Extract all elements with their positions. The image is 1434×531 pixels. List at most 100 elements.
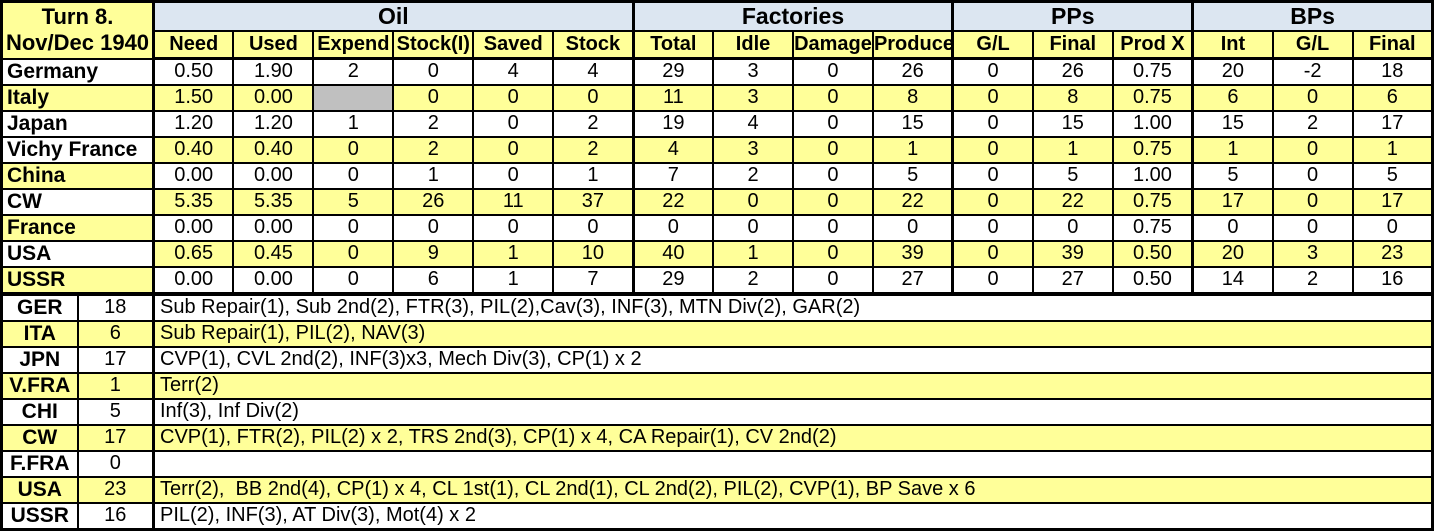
col-header-expend[interactable]: Expend: [312, 30, 395, 60]
col-header-bps-gl[interactable]: G/L: [1271, 30, 1354, 60]
build-list-text[interactable]: Inf(3), Inf Div(2): [152, 397, 1434, 426]
cell-stock-i[interactable]: 0: [392, 213, 475, 242]
cell-bps-gl[interactable]: 0: [1271, 187, 1354, 216]
cell-idle[interactable]: 3: [712, 83, 794, 112]
cell-stock-i[interactable]: 9: [392, 239, 475, 268]
cell-produce[interactable]: 22: [871, 187, 954, 216]
cell-used[interactable]: 0.00: [232, 161, 315, 190]
cell-stock-i[interactable]: 0: [392, 57, 475, 86]
cell-bps-final[interactable]: 18: [1351, 57, 1434, 86]
cell-total[interactable]: 40: [631, 239, 715, 268]
cell-pps-gl[interactable]: 0: [951, 161, 1034, 190]
cell-prod-x[interactable]: 0.50: [1111, 265, 1194, 294]
col-header-need[interactable]: Need: [152, 30, 235, 60]
col-header-pps-gl[interactable]: G/L: [951, 30, 1034, 60]
cell-stock-i[interactable]: 1: [392, 161, 475, 190]
build-list-text[interactable]: Sub Repair(1), Sub 2nd(2), FTR(3), PIL(2…: [152, 293, 1434, 322]
cell-idle[interactable]: 3: [712, 57, 794, 86]
cell-expend[interactable]: 0: [312, 265, 395, 294]
cell-total[interactable]: 4: [631, 135, 715, 164]
cell-prod-x[interactable]: 0.75: [1111, 135, 1194, 164]
cell-saved[interactable]: 0: [472, 109, 555, 138]
cell-bps-gl[interactable]: 0: [1271, 213, 1354, 242]
cell-pps-final[interactable]: 15: [1031, 109, 1114, 138]
cell-pps-gl[interactable]: 0: [951, 83, 1034, 112]
cell-pps-final[interactable]: 1: [1031, 135, 1114, 164]
cell-expend[interactable]: 0: [312, 239, 395, 268]
cell-bps-int[interactable]: 6: [1191, 83, 1274, 112]
cell-used[interactable]: 0.00: [232, 265, 315, 294]
power-abbr-label[interactable]: F.FRA: [0, 449, 79, 478]
cell-need[interactable]: 0.00: [152, 213, 235, 242]
cell-bps-int[interactable]: 14: [1191, 265, 1274, 294]
cell-total[interactable]: 22: [631, 187, 715, 216]
cell-prod-x[interactable]: 0.75: [1111, 57, 1194, 86]
country-label-usa[interactable]: USA: [0, 239, 155, 268]
cell-total[interactable]: 7: [631, 161, 715, 190]
cell-bps-final[interactable]: 17: [1351, 109, 1434, 138]
cell-bps-gl[interactable]: 0: [1271, 161, 1354, 190]
col-header-used[interactable]: Used: [232, 30, 315, 60]
country-label-cw[interactable]: CW: [0, 187, 155, 216]
cell-pps-gl[interactable]: 0: [951, 239, 1034, 268]
cell-prod-x[interactable]: 1.00: [1111, 109, 1194, 138]
cell-stock[interactable]: 4: [552, 57, 635, 86]
cell-damage[interactable]: 0: [792, 213, 874, 242]
cell-idle[interactable]: 4: [712, 109, 794, 138]
cell-total[interactable]: 11: [631, 83, 715, 112]
cell-used[interactable]: 0.45: [232, 239, 315, 268]
cell-total[interactable]: 29: [631, 265, 715, 294]
build-points-value[interactable]: 17: [76, 345, 155, 374]
cell-stock[interactable]: 1: [552, 161, 635, 190]
build-list-text[interactable]: Terr(2): [152, 371, 1434, 400]
cell-bps-final[interactable]: 5: [1351, 161, 1434, 190]
build-list-text[interactable]: CVP(1), FTR(2), PIL(2) x 2, TRS 2nd(3), …: [152, 423, 1434, 452]
cell-total[interactable]: 29: [631, 57, 715, 86]
country-label-italy[interactable]: Italy: [0, 83, 155, 112]
cell-pps-final[interactable]: 26: [1031, 57, 1114, 86]
cell-produce[interactable]: 39: [871, 239, 954, 268]
cell-used[interactable]: 1.20: [232, 109, 315, 138]
cell-prod-x[interactable]: 0.50: [1111, 239, 1194, 268]
cell-bps-int[interactable]: 15: [1191, 109, 1274, 138]
col-header-stock[interactable]: Stock: [552, 30, 635, 60]
cell-bps-final[interactable]: 6: [1351, 83, 1434, 112]
country-label-ussr[interactable]: USSR: [0, 265, 155, 294]
cell-bps-int[interactable]: 20: [1191, 239, 1274, 268]
cell-need[interactable]: 0.00: [152, 265, 235, 294]
build-points-value[interactable]: 16: [76, 501, 155, 530]
cell-need[interactable]: 0.40: [152, 135, 235, 164]
cell-used[interactable]: 5.35: [232, 187, 315, 216]
cell-pps-gl[interactable]: 0: [951, 57, 1034, 86]
cell-stock[interactable]: 0: [552, 83, 635, 112]
cell-damage[interactable]: 0: [792, 109, 874, 138]
cell-damage[interactable]: 0: [792, 161, 874, 190]
country-label-china[interactable]: China: [0, 161, 155, 190]
col-header-idle[interactable]: Idle: [712, 30, 794, 60]
cell-produce[interactable]: 27: [871, 265, 954, 294]
cell-idle[interactable]: 3: [712, 135, 794, 164]
cell-pps-final[interactable]: 22: [1031, 187, 1114, 216]
build-points-value[interactable]: 0: [76, 449, 155, 478]
cell-produce[interactable]: 0: [871, 213, 954, 242]
cell-saved[interactable]: 0: [472, 213, 555, 242]
turn-title-cell[interactable]: Turn 8. Nov/Dec 1940: [0, 0, 155, 60]
cell-pps-gl[interactable]: 0: [951, 135, 1034, 164]
cell-produce[interactable]: 15: [871, 109, 954, 138]
cell-stock[interactable]: 2: [552, 109, 635, 138]
cell-used[interactable]: 0.00: [232, 213, 315, 242]
section-header-factories[interactable]: Factories: [631, 0, 954, 32]
col-header-total[interactable]: Total: [631, 30, 715, 60]
country-label-france[interactable]: France: [0, 213, 155, 242]
build-points-value[interactable]: 5: [76, 397, 155, 426]
cell-stock[interactable]: 2: [552, 135, 635, 164]
cell-prod-x[interactable]: 0.75: [1111, 187, 1194, 216]
cell-expend[interactable]: 0: [312, 161, 395, 190]
cell-bps-gl[interactable]: 3: [1271, 239, 1354, 268]
cell-bps-int[interactable]: 0: [1191, 213, 1274, 242]
cell-idle[interactable]: 2: [712, 161, 794, 190]
cell-bps-gl[interactable]: 0: [1271, 83, 1354, 112]
col-header-saved[interactable]: Saved: [472, 30, 555, 60]
cell-saved[interactable]: 0: [472, 135, 555, 164]
col-header-damage[interactable]: Damage: [792, 30, 874, 60]
